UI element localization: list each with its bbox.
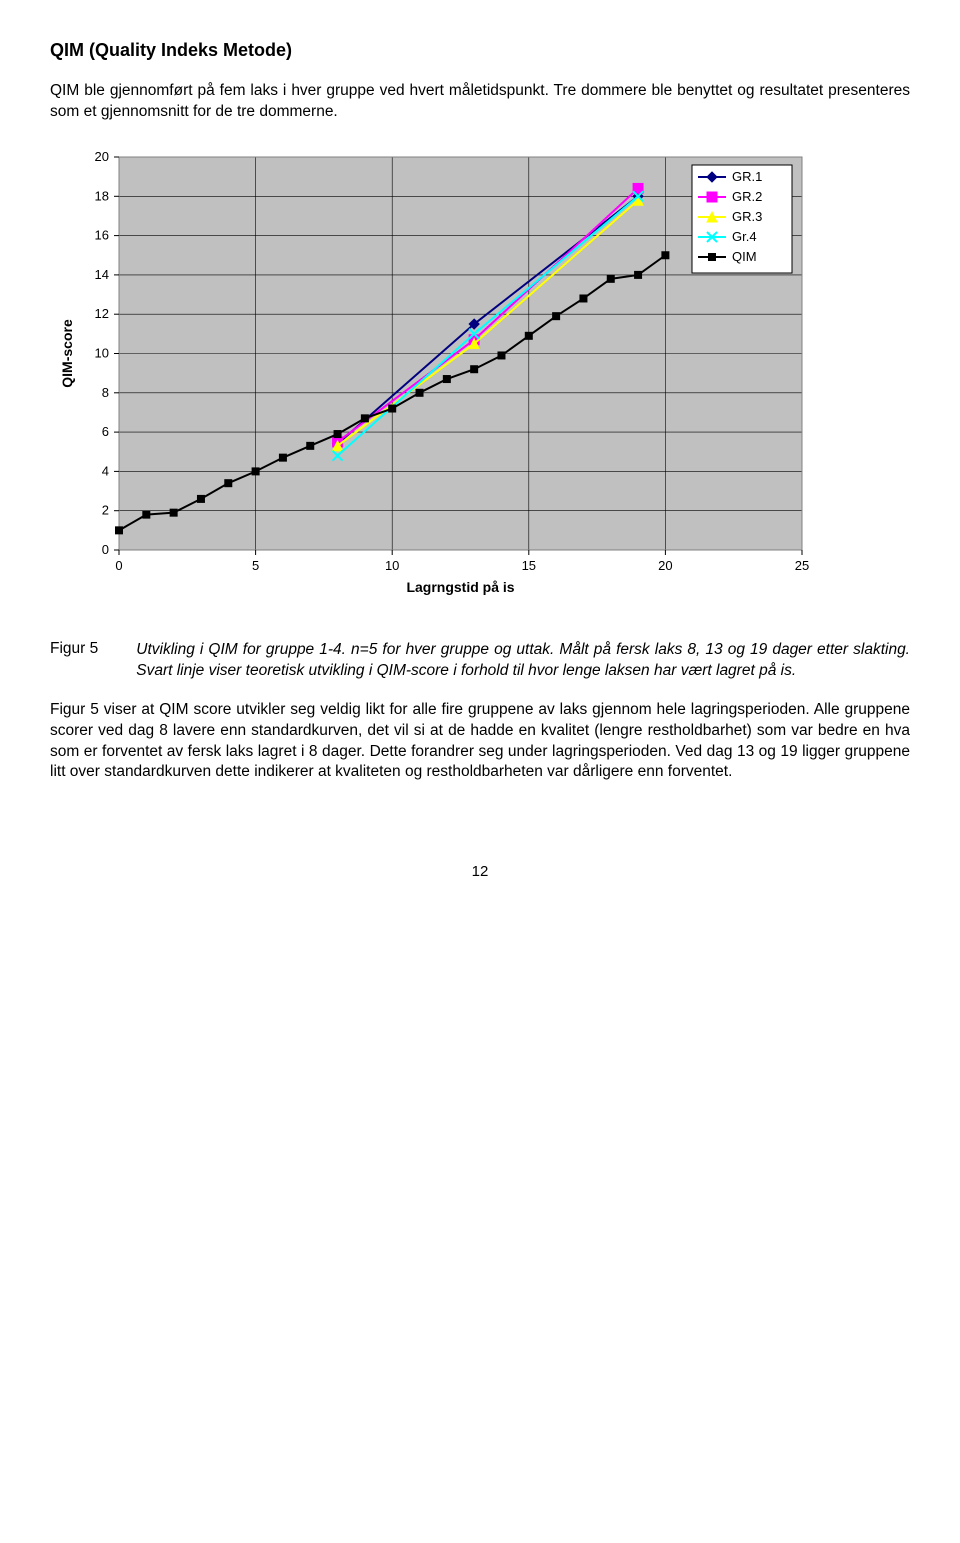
- svg-text:6: 6: [102, 424, 109, 439]
- svg-text:20: 20: [95, 149, 109, 164]
- svg-text:Gr.4: Gr.4: [732, 229, 757, 244]
- svg-text:0: 0: [115, 558, 122, 573]
- svg-text:4: 4: [102, 463, 109, 478]
- svg-text:GR.1: GR.1: [732, 169, 762, 184]
- svg-text:10: 10: [385, 558, 399, 573]
- svg-text:20: 20: [658, 558, 672, 573]
- svg-text:12: 12: [95, 306, 109, 321]
- svg-text:0: 0: [102, 542, 109, 557]
- svg-text:2: 2: [102, 503, 109, 518]
- svg-text:GR.2: GR.2: [732, 189, 762, 204]
- figure-caption: Figur 5 Utvikling i QIM for gruppe 1-4. …: [50, 640, 910, 682]
- section-title: QIM (Quality Indeks Metode): [50, 40, 910, 61]
- svg-text:8: 8: [102, 385, 109, 400]
- figure-label: Figur 5: [50, 640, 98, 682]
- discussion-paragraph: Figur 5 viser at QIM score utvikler seg …: [50, 700, 910, 784]
- svg-text:16: 16: [95, 227, 109, 242]
- svg-text:GR.3: GR.3: [732, 209, 762, 224]
- svg-text:15: 15: [522, 558, 536, 573]
- intro-paragraph: QIM ble gjennomført på fem laks i hver g…: [50, 81, 910, 123]
- svg-text:QIM: QIM: [732, 249, 757, 264]
- qim-chart: 0 5 10 15 20 25 0 2 4 6 8 10 12 14 16 18 20 QIM-score Lagr…: [54, 145, 814, 610]
- figure-text: Utvikling i QIM for gruppe 1-4. n=5 for …: [136, 640, 910, 682]
- svg-text:14: 14: [95, 267, 109, 282]
- svg-text:5: 5: [252, 558, 259, 573]
- page-number: 12: [50, 863, 910, 880]
- svg-text:Lagrngstid på is: Lagrngstid på is: [406, 579, 514, 595]
- svg-text:10: 10: [95, 345, 109, 360]
- svg-text:18: 18: [95, 188, 109, 203]
- svg-text:25: 25: [795, 558, 809, 573]
- svg-text:QIM-score: QIM-score: [59, 319, 75, 388]
